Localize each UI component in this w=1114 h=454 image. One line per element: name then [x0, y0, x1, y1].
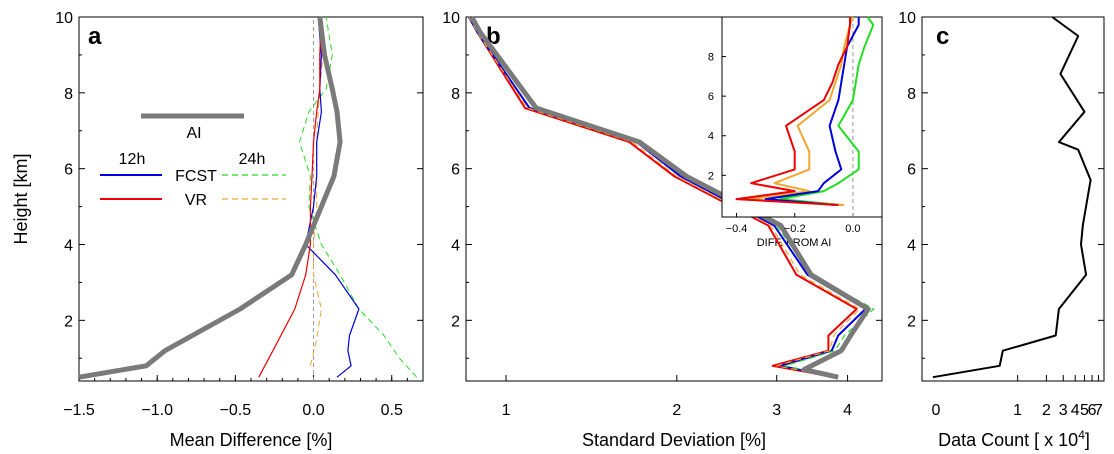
- panel-c-xtick-label: 5: [1080, 402, 1089, 419]
- panel-c-series-count: [932, 16, 1092, 379]
- panel-c-xlabel: Data Count [ x 104]: [938, 428, 1090, 450]
- panel-a-ytick-label: 8: [64, 86, 73, 103]
- panel-c-frame: [921, 16, 1105, 382]
- panel-a-letter: a: [88, 23, 102, 50]
- panel-a-xtick-label: 0.0: [302, 402, 324, 419]
- panel-c-xtick-label: 7: [1094, 402, 1103, 419]
- panel-a-xtick-label: −1.0: [141, 402, 173, 419]
- panel-b-inset-series-fcst-24h: [779, 16, 875, 206]
- panel-b-series-vr-24h: [468, 16, 861, 378]
- panel-b-xtick-label: 1: [502, 402, 511, 419]
- y-axis-label: Height [km]: [11, 153, 31, 244]
- panel-b-inset-ytick-label: 8: [708, 52, 714, 64]
- panel-c-ytick-label: 4: [907, 238, 916, 255]
- panel-b-inset-ytick-label: 6: [708, 91, 714, 103]
- panel-a-xtick-label: −1.5: [63, 402, 95, 419]
- panel-c-ytick-label: 2: [907, 313, 916, 330]
- legend-vr-label: VR: [185, 192, 207, 209]
- panel-a-series-fcst-12h: [305, 16, 360, 378]
- panel-b-inset-series-vr-12h: [735, 17, 851, 206]
- panel-c-xtick-label: 1: [1013, 402, 1022, 419]
- panel-a-series-ai: [78, 16, 343, 380]
- panel-c-ytick-label: 10: [898, 10, 916, 27]
- panel-b-xtick-label: 3: [772, 402, 781, 419]
- panel-b-ytick-label: 2: [451, 313, 460, 330]
- panel-b-xtick-label: 2: [672, 402, 681, 419]
- legend-fcst-label: FCST: [175, 168, 217, 185]
- panel-a-ytick-label: 6: [64, 162, 73, 179]
- panel-a-xtick-label: 0.5: [381, 402, 403, 419]
- panel-c-ytick-label: 6: [907, 162, 916, 179]
- panel-b-inset-xtick-label: −0.4: [726, 223, 748, 235]
- panel-c-ytick-label: 8: [907, 86, 916, 103]
- panel-a-ytick-label: 4: [64, 238, 73, 255]
- panel-a-xtick-label: −0.5: [220, 402, 252, 419]
- legend-ai-label: AI: [186, 125, 201, 142]
- panel-a-xlabel: Mean Difference [%]: [170, 430, 333, 450]
- panel-b-inset-ytick-label: 2: [708, 170, 714, 182]
- panel-c-xtick-label: 3: [1059, 402, 1068, 419]
- panel-c-xtick-label-origin: 0: [932, 402, 941, 419]
- panel-b-inset-xtick-label: −0.2: [784, 223, 806, 235]
- panel-c-xtick-label: 2: [1042, 402, 1051, 419]
- panel-a-series-vr-12h: [258, 16, 322, 378]
- superscript-4: 4: [1078, 428, 1085, 442]
- panel-b-ytick-label: 6: [451, 162, 460, 179]
- panel-a-ytick-label: 10: [55, 10, 73, 27]
- panel-c-xtick-label: 6: [1088, 402, 1097, 419]
- panel-a-series-fcst-24h: [299, 16, 418, 378]
- panel-b-xlabel: Standard Deviation [%]: [582, 430, 766, 450]
- plot-layer: 2 4 6 8 −0.4 −0.2 0.0: [78, 15, 1092, 381]
- panel-b-inset-series-vr-24h: [747, 16, 854, 206]
- panel-b-inset-xtick-label: 0.0: [845, 223, 860, 235]
- panel-b-ytick-label: 4: [451, 238, 460, 255]
- panel-b-inset-ytick-label: 4: [708, 131, 714, 143]
- panel-b-inset-background: [721, 16, 883, 218]
- panel-b-ytick-label: 8: [451, 86, 460, 103]
- panel-b-xtick-label: 4: [843, 402, 852, 419]
- legend-header-24h: 24h: [239, 151, 266, 168]
- panel-c-letter: c: [936, 23, 949, 50]
- legend: AI 12h 24h FCST VR: [100, 113, 286, 209]
- panel-b-series-fcst-12h: [468, 16, 867, 379]
- legend-header-12h: 12h: [119, 151, 146, 168]
- panel-c-xtick-label: 4: [1071, 402, 1080, 419]
- panel-a-ytick-label: 2: [64, 313, 73, 330]
- panel-b-series-ai: [469, 15, 871, 380]
- panel-b-ytick-label: 10: [442, 10, 460, 27]
